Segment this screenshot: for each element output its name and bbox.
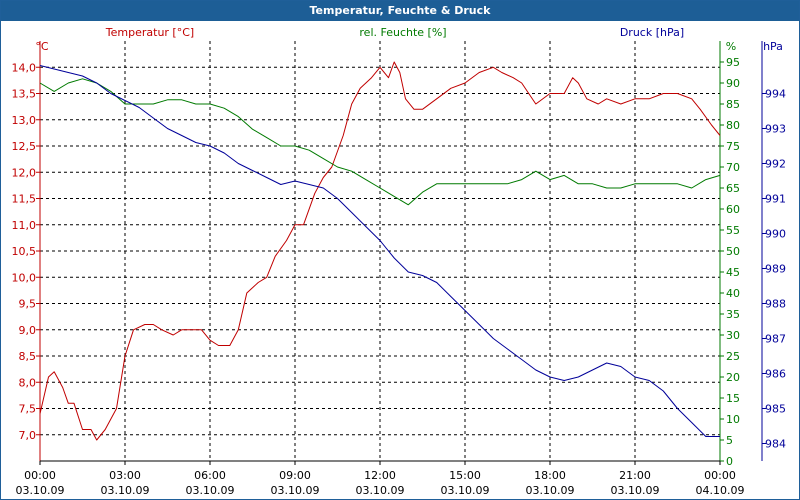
temperature-tick-label: 13,0 <box>12 114 37 127</box>
temperature-tick-label: 13,5 <box>12 88 37 101</box>
humidity-tick-label: 50 <box>726 245 740 258</box>
humidity-tick-label: 70 <box>726 161 740 174</box>
pressure-tick-label: 992 <box>765 158 786 171</box>
humidity-tick-label: 55 <box>726 224 740 237</box>
pressure-tick-label: 993 <box>765 123 786 136</box>
humidity-tick-label: 85 <box>726 98 740 111</box>
temperature-tick-label: 8,5 <box>19 350 37 363</box>
humidity-line <box>39 78 721 206</box>
x-tick-time: 21:00 <box>619 469 651 482</box>
humidity-tick-label: 90 <box>726 77 740 90</box>
x-tick-date: 03.10.09 <box>526 484 575 497</box>
humidity-tick-label: 30 <box>726 329 740 342</box>
temperature-unit-label: °C <box>35 40 49 53</box>
humidity-tick-label: 95 <box>726 56 740 69</box>
pressure-axis-ticks: 984 985 986 987 988 989 990 991 992 993 994 <box>762 88 786 451</box>
humidity-axis-label: rel. Feuchte [%] <box>359 26 446 39</box>
x-tick-date: 04.10.09 <box>696 484 745 497</box>
temperature-tick-label: 11,0 <box>12 219 37 232</box>
temperature-line <box>39 61 721 441</box>
humidity-tick-label: 0 <box>726 455 733 468</box>
series-lines <box>39 61 721 441</box>
pressure-tick-label: 990 <box>765 228 786 241</box>
humidity-tick-label: 20 <box>726 371 740 384</box>
humidity-tick-label: 35 <box>726 308 740 321</box>
x-axis-ticks: 00:00 03.10.09 03:00 03.10.09 06:00 03.10.09 0… <box>16 461 745 497</box>
x-tick-time: 00:00 <box>24 469 56 482</box>
x-tick-date: 03.10.09 <box>271 484 320 497</box>
temperature-tick-label: 11,5 <box>12 193 37 206</box>
pressure-tick-label: 986 <box>765 368 786 381</box>
pressure-unit-label: hPa <box>763 40 783 53</box>
pressure-tick-label: 989 <box>765 263 786 276</box>
humidity-tick-label: 5 <box>726 434 733 447</box>
temperature-tick-label: 12,0 <box>12 166 37 179</box>
temperature-tick-label: 14,0 <box>12 61 37 74</box>
temperature-tick-label: 9,5 <box>19 298 37 311</box>
temperature-tick-label: 10,0 <box>12 271 37 284</box>
x-tick-time: 06:00 <box>194 469 226 482</box>
window-title: Temperatur, Feuchte & Druck <box>1 1 799 21</box>
humidity-tick-label: 40 <box>726 287 740 300</box>
temperature-tick-label: 12,5 <box>12 140 37 153</box>
humidity-tick-label: 15 <box>726 392 740 405</box>
x-tick-date: 03.10.09 <box>101 484 150 497</box>
x-tick-time: 12:00 <box>364 469 396 482</box>
x-tick-time: 03:00 <box>109 469 141 482</box>
x-tick-time: 15:00 <box>449 469 481 482</box>
x-tick-date: 03.10.09 <box>611 484 660 497</box>
temperature-tick-label: 8,0 <box>19 376 37 389</box>
humidity-tick-label: 10 <box>726 413 740 426</box>
x-tick-date: 03.10.09 <box>16 484 65 497</box>
temperature-tick-label: 7,5 <box>19 403 37 416</box>
x-tick-date: 03.10.09 <box>186 484 235 497</box>
humidity-tick-label: 65 <box>726 182 740 195</box>
x-tick-date: 03.10.09 <box>441 484 490 497</box>
x-tick-time: 09:00 <box>279 469 311 482</box>
x-tick-time: 18:00 <box>534 469 566 482</box>
humidity-tick-label: 75 <box>726 140 740 153</box>
humidity-unit-label: % <box>726 40 736 53</box>
pressure-tick-label: 988 <box>765 298 786 311</box>
x-tick-date: 03.10.09 <box>356 484 405 497</box>
x-tick-time: 00:00 <box>704 469 736 482</box>
pressure-tick-label: 987 <box>765 333 786 346</box>
temperature-tick-label: 7,0 <box>19 429 37 442</box>
humidity-tick-label: 45 <box>726 266 740 279</box>
temperature-axis-ticks: 7,0 7,5 8,0 8,5 9,0 9,5 10,0 10,5 11,0 11,5 12,0 12… <box>12 61 40 442</box>
pressure-tick-label: 991 <box>765 193 786 206</box>
temperature-tick-label: 10,5 <box>12 245 37 258</box>
pressure-line <box>39 65 720 437</box>
temperature-axis-label: Temperatur [°C] <box>105 26 194 39</box>
humidity-tick-label: 80 <box>726 119 740 132</box>
humidity-tick-label: 60 <box>726 203 740 216</box>
pressure-axis-label: Druck [hPa] <box>620 26 684 39</box>
pressure-tick-label: 994 <box>765 88 786 101</box>
temperature-tick-label: 9,0 <box>19 324 37 337</box>
pressure-tick-label: 984 <box>765 438 786 451</box>
humidity-axis-ticks: 0 5 10 15 20 25 30 35 40 45 50 55 60 65 70 75 80 85 90 95 <box>720 56 740 468</box>
humidity-tick-label: 25 <box>726 350 740 363</box>
pressure-tick-label: 985 <box>765 403 786 416</box>
grid <box>40 41 720 461</box>
